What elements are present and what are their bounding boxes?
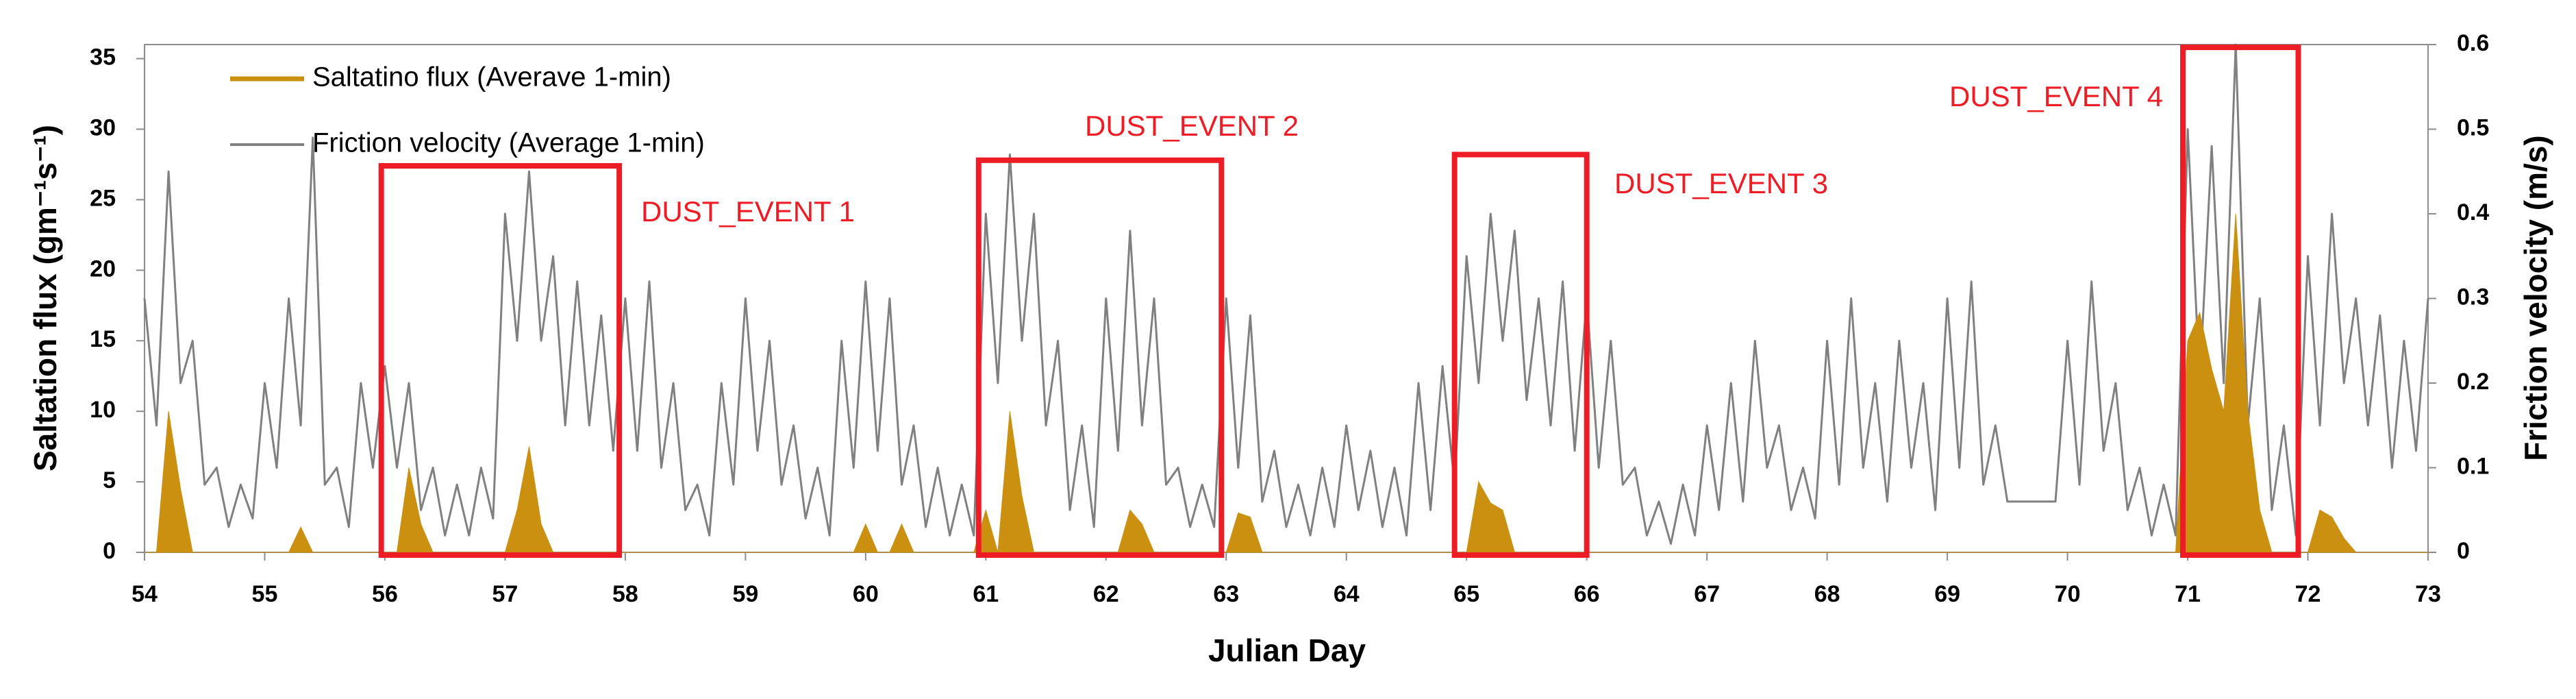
event-label: DUST_EVENT 1 [641, 195, 855, 228]
y-tick-label: 25 [90, 185, 116, 211]
event-box [975, 157, 1225, 559]
legend-label: Saltatino flux (Averave 1-min) [312, 62, 671, 93]
x-tick-label: 72 [2295, 581, 2321, 607]
x-tick-label: 70 [2055, 581, 2081, 607]
y2-tick-label: 0.3 [2457, 284, 2489, 310]
y2-tick-label: 0.1 [2457, 453, 2489, 479]
event-label: DUST_EVENT 3 [1614, 167, 1828, 199]
y-tick-label: 10 [90, 397, 116, 423]
x-tick-label: 65 [1453, 581, 1479, 607]
x-tick-label: 62 [1093, 581, 1119, 607]
event-label: DUST_EVENT 4 [1949, 80, 2163, 112]
y-tick-label: 30 [90, 114, 116, 140]
y-tick-label: 15 [90, 326, 116, 352]
x-tick-label: 67 [1694, 581, 1720, 607]
x-tick-label: 58 [612, 581, 638, 607]
x-tick-label: 59 [732, 581, 758, 607]
x-tick-label: 63 [1213, 581, 1239, 607]
y2-tick-label: 0.4 [2457, 199, 2489, 225]
y-axis-title: Saltation flux (gm⁻¹s⁻¹) [27, 125, 63, 471]
y-tick-label: 35 [90, 45, 116, 71]
y-tick-label: 20 [90, 256, 116, 282]
y2-tick-label: 0 [2457, 538, 2470, 564]
y2-tick-label: 0.2 [2457, 369, 2489, 395]
event-box [2180, 45, 2301, 559]
x-tick-label: 66 [1574, 581, 1600, 607]
y2-tick-label: 0.5 [2457, 114, 2489, 140]
event-label: DUST_EVENT 2 [1085, 110, 1299, 142]
x-tick-label: 61 [973, 581, 999, 607]
event-box [1451, 151, 1590, 559]
x-tick-label: 69 [1934, 581, 1960, 607]
x-tick-label: 57 [492, 581, 518, 607]
x-tick-label: 64 [1334, 581, 1360, 607]
area-series [145, 213, 2428, 553]
line-series [143, 43, 2429, 545]
x-tick-label: 68 [1814, 581, 1840, 607]
x-axis-title: Julian Day [1208, 633, 1366, 668]
y2-axis-title: Friction velocity (m/s) [2518, 135, 2553, 461]
x-tick-label: 73 [2415, 581, 2441, 607]
event-box [378, 163, 623, 558]
x-tick-label: 56 [372, 581, 398, 607]
y-tick-label: 0 [103, 538, 116, 564]
y-tick-label: 5 [103, 467, 116, 493]
x-tick-label: 54 [132, 581, 158, 607]
x-tick-label: 55 [252, 581, 278, 607]
x-tick-label: 71 [2175, 581, 2201, 607]
x-tick-label: 60 [853, 581, 879, 607]
legend-label: Friction velocity (Average 1-min) [312, 128, 705, 158]
y2-tick-label: 0.6 [2457, 30, 2489, 56]
